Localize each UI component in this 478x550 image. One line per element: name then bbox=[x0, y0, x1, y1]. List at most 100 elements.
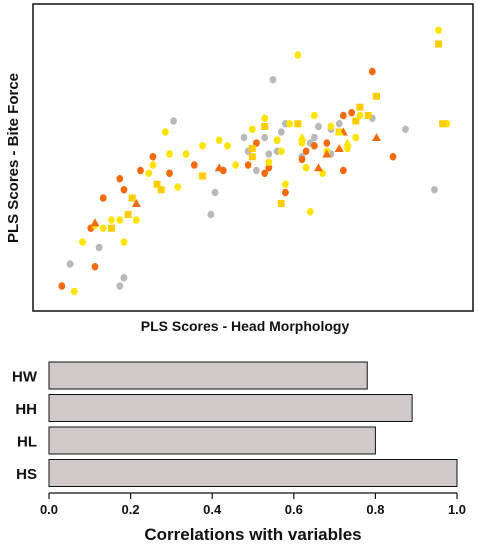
scatter-point-triangle-orange bbox=[131, 199, 141, 207]
scatter-point-square-amber bbox=[199, 172, 207, 180]
scatter-point-circle-orange bbox=[323, 139, 331, 147]
scatter-point-circle-yellow bbox=[261, 114, 269, 123]
bar-x-tick-label: 0.0 bbox=[40, 502, 58, 517]
scatter-point-circle-yellow bbox=[232, 161, 240, 169]
scatter-point-circle-yellow bbox=[273, 136, 281, 145]
scatter-point-circle-orange bbox=[166, 169, 173, 178]
scatter-point-square-amber bbox=[364, 112, 372, 119]
bar-x-tick-label: 0.6 bbox=[285, 502, 303, 517]
scatter-panel: PLS Scores - Head Morphology PLS Scores … bbox=[5, 3, 474, 334]
scatter-point-circle-gray bbox=[431, 185, 438, 194]
scatter-point-circle-yellow bbox=[356, 111, 364, 120]
scatter-point-circle-yellow bbox=[79, 238, 86, 246]
scatter-point-circle-orange bbox=[91, 262, 99, 271]
bar-category-label-hs: HS bbox=[16, 466, 37, 483]
scatter-point-circle-yellow bbox=[286, 119, 293, 128]
bar-x-tick-label: 0.8 bbox=[366, 502, 384, 517]
scatter-point-circle-yellow bbox=[70, 287, 78, 296]
scatter-point-triangle-orange bbox=[334, 144, 344, 152]
scatter-point-circle-gray bbox=[335, 119, 343, 128]
scatter-point-square-amber bbox=[356, 103, 364, 111]
scatter-point-circle-yellow bbox=[132, 216, 140, 224]
scatter-point-triangle-orange bbox=[371, 133, 381, 141]
scatter-point-circle-gray bbox=[269, 75, 277, 84]
bar-hs bbox=[48, 459, 458, 487]
scatter-point-circle-gray bbox=[116, 282, 124, 290]
scatter-point-circle-orange bbox=[58, 282, 66, 290]
scatter-point-circle-gray bbox=[277, 128, 285, 136]
scatter-point-circle-yellow bbox=[108, 216, 115, 224]
scatter-point-triangle-orange bbox=[214, 163, 224, 172]
scatter-point-circle-gray bbox=[120, 273, 128, 282]
scatter-point-square-amber bbox=[439, 120, 447, 128]
scatter-point-square-amber bbox=[108, 224, 116, 232]
scatter-point-circle-yellow bbox=[166, 150, 173, 158]
scatter-point-square-amber bbox=[124, 211, 132, 218]
bar-x-tick-label: 0.2 bbox=[122, 502, 140, 517]
scatter-y-axis-title: PLS Scores - Bite Force bbox=[5, 73, 22, 243]
scatter-point-circle-yellow bbox=[145, 169, 153, 178]
scatter-point-square-amber bbox=[128, 194, 136, 202]
scatter-point-circle-yellow bbox=[224, 141, 231, 150]
scatter-point-circle-yellow bbox=[298, 139, 306, 147]
scatter-point-square-amber bbox=[352, 117, 360, 125]
scatter-point-circle-yellow bbox=[306, 207, 314, 216]
scatter-point-circle-yellow bbox=[277, 147, 285, 156]
bar-panel: HW HH HL HS 0.0 0.2 0.4 0.6 0.8 1.0 Correlations… bbox=[12, 361, 466, 544]
scatter-point-circle-yellow bbox=[319, 169, 327, 178]
scatter-point-circle-gray bbox=[240, 133, 248, 142]
bar-hh bbox=[48, 394, 413, 422]
scatter-point-triangle-yellow bbox=[334, 127, 344, 136]
scatter-point-square-amber bbox=[294, 120, 302, 128]
scatter-point-circle-yellow bbox=[120, 238, 128, 246]
scatter-point-circle-yellow bbox=[302, 163, 310, 172]
scatter-point-circle-gray bbox=[261, 133, 269, 142]
scatter-point-square-amber bbox=[277, 200, 285, 207]
bar-category-label-hw: HW bbox=[12, 369, 38, 386]
scatter-point-triangle-orange bbox=[314, 163, 324, 172]
bar-x-axis-title: Correlations with variables bbox=[144, 525, 361, 544]
scatter-point-circle-yellow bbox=[327, 122, 335, 131]
scatter-points bbox=[58, 26, 451, 296]
scatter-point-circle-yellow bbox=[294, 51, 302, 59]
scatter-point-circle-yellow bbox=[199, 141, 207, 150]
scatter-point-circle-yellow bbox=[149, 161, 157, 169]
scatter-point-square-amber bbox=[248, 153, 256, 161]
scatter-point-circle-gray bbox=[207, 210, 215, 219]
scatter-plot-frame bbox=[32, 3, 474, 312]
scatter-point-circle-gray bbox=[253, 166, 260, 175]
scatter-point-circle-gray bbox=[95, 243, 103, 252]
scatter-point-square-amber bbox=[435, 40, 443, 48]
scatter-point-square-amber bbox=[153, 180, 161, 188]
bar-x-tick-label: 0.4 bbox=[203, 502, 222, 517]
scatter-point-circle-yellow bbox=[248, 125, 256, 134]
scatter-point-circle-orange bbox=[348, 108, 356, 117]
scatter-point-circle-orange bbox=[265, 163, 273, 172]
scatter-point-circle-orange bbox=[137, 166, 144, 175]
scatter-point-circle-gray bbox=[265, 150, 273, 158]
scatter-point-circle-orange bbox=[368, 67, 376, 76]
scatter-point-circle-orange bbox=[389, 152, 397, 161]
scatter-point-circle-yellow bbox=[182, 150, 190, 158]
scatter-point-circle-yellow bbox=[265, 158, 273, 167]
scatter-point-circle-gray bbox=[315, 122, 322, 131]
scatter-point-circle-orange bbox=[253, 139, 260, 147]
scatter-point-circle-orange bbox=[339, 166, 347, 175]
scatter-point-circle-yellow bbox=[215, 136, 223, 145]
scatter-point-circle-gray bbox=[170, 117, 178, 125]
scatter-point-circle-yellow bbox=[344, 144, 351, 153]
scatter-point-circle-yellow bbox=[282, 180, 289, 189]
scatter-point-circle-gray bbox=[310, 133, 318, 142]
bar-x-axis: 0.0 0.2 0.4 0.6 0.8 1.0 bbox=[40, 492, 466, 517]
scatter-point-circle-yellow bbox=[161, 128, 169, 136]
scatter-point-square-amber bbox=[261, 123, 269, 130]
scatter-point-circle-yellow bbox=[116, 216, 124, 224]
scatter-point-circle-orange bbox=[298, 155, 306, 164]
bar-hl bbox=[48, 426, 376, 455]
scatter-point-circle-gray bbox=[402, 125, 409, 134]
scatter-x-axis-title: PLS Scores - Head Morphology bbox=[141, 318, 350, 334]
scatter-point-circle-orange bbox=[302, 147, 310, 156]
scatter-point-circle-orange bbox=[282, 188, 289, 197]
scatter-point-circle-yellow bbox=[435, 26, 442, 35]
